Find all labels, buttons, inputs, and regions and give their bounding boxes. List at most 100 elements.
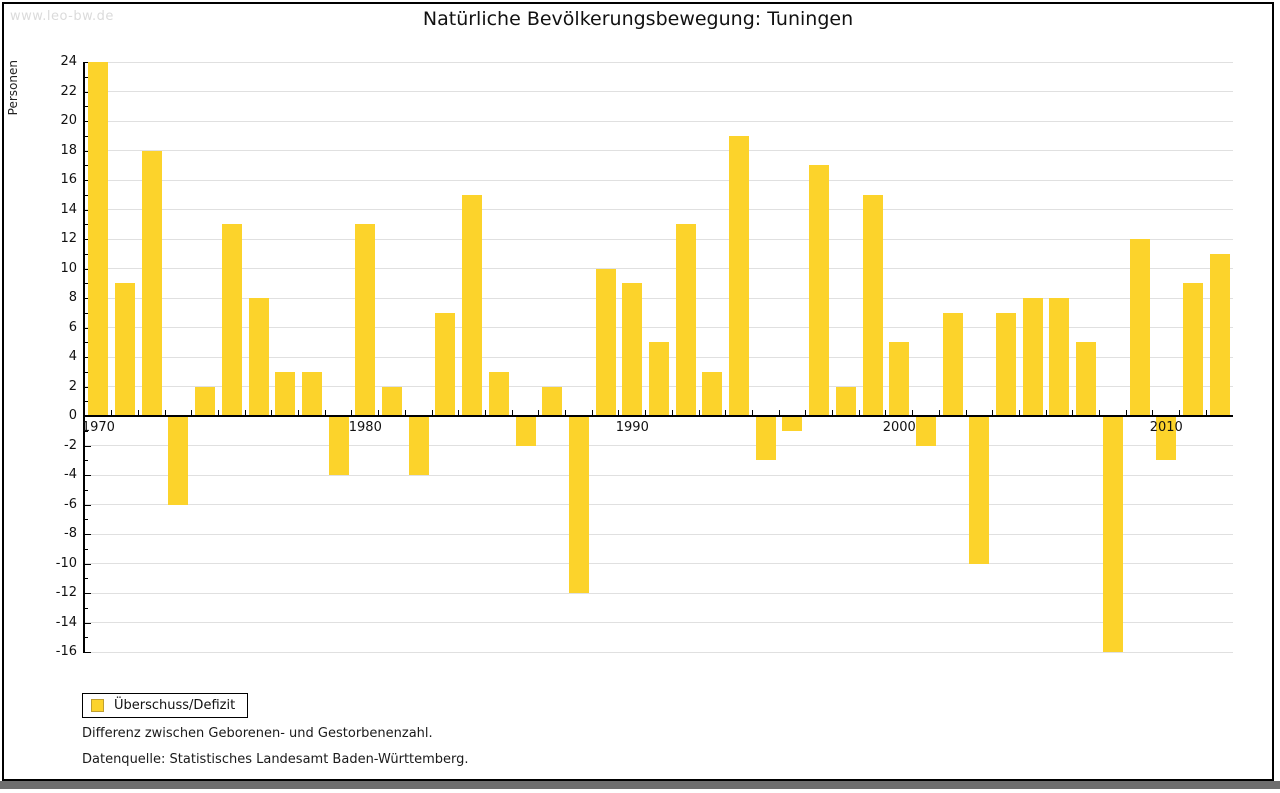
y-tick-label: 12	[60, 231, 77, 246]
bar	[1102, 416, 1123, 652]
bar	[809, 165, 830, 416]
bar	[462, 194, 483, 416]
x-tick	[1179, 410, 1181, 415]
bar	[248, 298, 269, 416]
plot-area: -16 -14 -12 -10 -8 -6 -4 -2 0 2 4 6 8 10 12 14 16 18 20 22 2…	[56, 54, 1233, 659]
y-tick	[85, 121, 91, 122]
bar	[1182, 283, 1203, 416]
y-minor-tick	[85, 194, 88, 196]
x-tick	[1045, 410, 1047, 415]
x-tick	[538, 410, 540, 415]
y-tick-label: -2	[64, 437, 77, 453]
gridline	[85, 651, 1233, 653]
bar	[782, 416, 803, 431]
y-minor-tick	[85, 430, 88, 432]
y-tick	[85, 386, 91, 388]
y-tick-label: -10	[55, 555, 77, 571]
gridline	[85, 297, 1233, 299]
x-tick	[751, 410, 753, 415]
bar	[889, 342, 910, 416]
y-tick-label: 2	[68, 378, 77, 394]
x-tick	[1072, 410, 1074, 415]
legend-label: Überschuss/Defizit	[114, 698, 236, 713]
y-tick-label: 20	[60, 113, 77, 128]
x-tick	[938, 410, 940, 415]
y-minor-tick	[85, 607, 88, 609]
gridline	[85, 533, 1233, 535]
y-tick	[85, 180, 91, 181]
bar	[542, 386, 563, 416]
y-tick-label: 24	[60, 54, 77, 69]
bar	[1049, 298, 1070, 416]
bar	[622, 283, 643, 416]
x-tick	[992, 410, 994, 415]
bar	[996, 312, 1017, 416]
y-tick	[85, 652, 91, 653]
gridline	[85, 474, 1233, 476]
y-tick-label: 8	[68, 290, 77, 305]
x-tick	[618, 410, 620, 415]
note-difference: Differenz zwischen Geborenen- und Gestor…	[82, 726, 433, 741]
bar	[729, 135, 750, 416]
x-tick-label: 2000	[882, 420, 916, 435]
gridline	[85, 238, 1233, 240]
x-tick-label: 1980	[348, 420, 382, 435]
x-tick	[725, 410, 727, 415]
x-tick	[671, 410, 673, 415]
bar	[755, 416, 776, 461]
x-tick	[404, 410, 406, 415]
y-tick	[85, 593, 91, 594]
y-tick	[85, 239, 91, 240]
gridline	[85, 209, 1233, 210]
gridline	[85, 327, 1233, 328]
y-tick-label: -8	[64, 526, 77, 541]
watermark: www.leo-bw.de	[10, 9, 114, 24]
gridline	[85, 563, 1233, 564]
y-tick	[85, 357, 91, 358]
bar	[435, 312, 456, 416]
x-tick	[351, 410, 353, 415]
y-tick-label: -14	[55, 614, 77, 630]
y-tick-label: 10	[60, 260, 77, 276]
y-minor-tick	[85, 283, 88, 285]
bar	[488, 371, 509, 416]
bar	[969, 416, 990, 564]
y-tick	[85, 62, 91, 63]
bar	[1129, 239, 1150, 416]
x-tick-label: 1970	[81, 420, 115, 435]
y-minor-tick	[85, 135, 88, 137]
x-tick	[1018, 410, 1020, 415]
x-tick	[111, 410, 113, 415]
y-tick-label: 4	[68, 349, 77, 364]
y-minor-tick	[85, 312, 88, 314]
gridline	[85, 504, 1233, 505]
y-tick	[85, 327, 91, 329]
y-tick-label: 6	[68, 319, 77, 335]
x-tick	[832, 410, 834, 415]
x-tick	[484, 410, 486, 415]
bar	[328, 416, 349, 475]
bottom-shadow-bar	[0, 781, 1280, 789]
x-tick	[271, 410, 273, 415]
page-title: Natürliche Bevölkerungsbewegung: Tuninge…	[422, 8, 854, 30]
bar	[382, 386, 403, 416]
y-tick-label: -4	[64, 467, 77, 482]
bar	[1076, 342, 1097, 416]
x-tick	[511, 410, 513, 415]
bar	[862, 194, 883, 416]
y-minor-tick	[85, 224, 88, 226]
gridline	[85, 622, 1233, 623]
y-minor-tick	[85, 489, 88, 491]
y-minor-tick	[85, 165, 88, 167]
y-tick-label: -12	[55, 585, 77, 600]
y-minor-tick	[85, 637, 88, 639]
y-minor-tick	[85, 342, 88, 344]
gridline	[85, 61, 1233, 63]
x-tick-label: 1990	[615, 420, 649, 435]
y-minor-tick	[85, 460, 88, 462]
bar	[942, 312, 963, 416]
y-tick-label: -6	[64, 496, 77, 512]
bar	[702, 371, 723, 416]
bar	[301, 371, 322, 416]
y-tick	[85, 563, 91, 565]
